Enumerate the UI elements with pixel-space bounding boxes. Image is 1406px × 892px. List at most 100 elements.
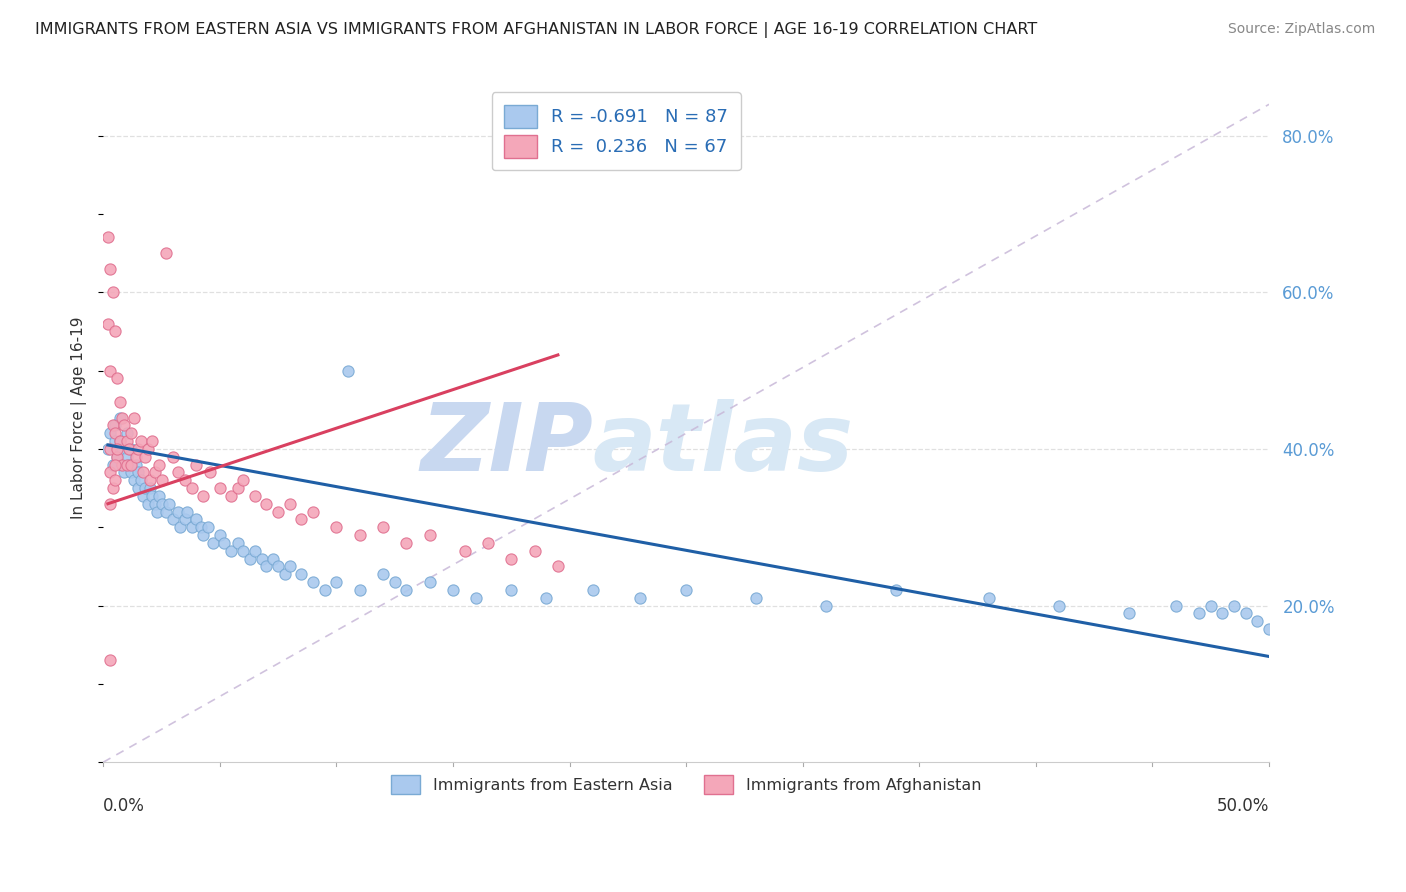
Point [129, 473, 152, 487]
Point [349, 582, 371, 597]
Point [146, 505, 169, 519]
Point [136, 497, 159, 511]
Point [111, 410, 134, 425]
Point [105, 450, 128, 464]
Point [104, 458, 127, 472]
Point [112, 418, 135, 433]
Point [120, 442, 142, 456]
Legend: Immigrants from Eastern Asia, Immigrants from Afghanistan: Immigrants from Eastern Asia, Immigrants… [382, 767, 990, 803]
Point [141, 434, 163, 449]
Point [1118, 607, 1140, 621]
Point [139, 473, 162, 487]
Point [228, 481, 250, 495]
Point [132, 466, 155, 480]
Point [111, 458, 134, 472]
Point [120, 466, 142, 480]
Point [1164, 599, 1187, 613]
Point [1246, 614, 1268, 628]
Point [101, 458, 124, 472]
Point [148, 489, 170, 503]
Point [267, 559, 290, 574]
Point [815, 599, 838, 613]
Point [169, 520, 191, 534]
Point [101, 418, 124, 433]
Point [104, 325, 127, 339]
Point [125, 450, 148, 464]
Point [395, 582, 418, 597]
Point [120, 458, 142, 472]
Point [108, 395, 131, 409]
Point [166, 505, 188, 519]
Point [104, 473, 127, 487]
Point [98, 497, 121, 511]
Point [628, 591, 651, 605]
Point [98, 466, 121, 480]
Point [98, 261, 121, 276]
Point [150, 473, 173, 487]
Point [115, 426, 138, 441]
Point [155, 505, 177, 519]
Point [97, 442, 120, 456]
Point [221, 489, 243, 503]
Point [173, 473, 195, 487]
Point [105, 450, 128, 464]
Point [176, 505, 198, 519]
Point [157, 497, 180, 511]
Point [125, 458, 148, 472]
Point [536, 591, 558, 605]
Point [1211, 607, 1233, 621]
Point [139, 481, 162, 495]
Point [127, 442, 149, 456]
Point [314, 582, 336, 597]
Point [201, 536, 224, 550]
Point [395, 536, 418, 550]
Point [1199, 599, 1222, 613]
Point [180, 481, 202, 495]
Point [143, 497, 166, 511]
Point [98, 442, 121, 456]
Point [325, 575, 347, 590]
Text: Source: ZipAtlas.com: Source: ZipAtlas.com [1227, 22, 1375, 37]
Point [523, 543, 546, 558]
Point [675, 582, 697, 597]
Point [104, 434, 127, 449]
Point [208, 528, 231, 542]
Point [98, 363, 121, 377]
Text: ZIP: ZIP [420, 399, 593, 491]
Point [419, 575, 441, 590]
Point [129, 434, 152, 449]
Point [112, 466, 135, 480]
Point [243, 489, 266, 503]
Point [111, 458, 134, 472]
Point [349, 528, 371, 542]
Point [127, 481, 149, 495]
Point [419, 528, 441, 542]
Point [98, 653, 121, 667]
Point [337, 363, 360, 377]
Point [101, 285, 124, 300]
Point [115, 458, 138, 472]
Point [884, 582, 907, 597]
Point [108, 434, 131, 449]
Point [302, 575, 325, 590]
Point [197, 520, 219, 534]
Point [108, 410, 131, 425]
Point [1234, 607, 1257, 621]
Point [274, 567, 297, 582]
Point [193, 489, 215, 503]
Point [136, 442, 159, 456]
Point [254, 559, 277, 574]
Point [97, 317, 120, 331]
Point [228, 536, 250, 550]
Point [148, 458, 170, 472]
Point [105, 442, 128, 456]
Point [122, 410, 145, 425]
Point [979, 591, 1001, 605]
Point [501, 551, 523, 566]
Point [250, 551, 273, 566]
Point [166, 466, 188, 480]
Point [127, 466, 149, 480]
Point [200, 466, 222, 480]
Point [180, 520, 202, 534]
Text: 50.0%: 50.0% [1216, 797, 1270, 814]
